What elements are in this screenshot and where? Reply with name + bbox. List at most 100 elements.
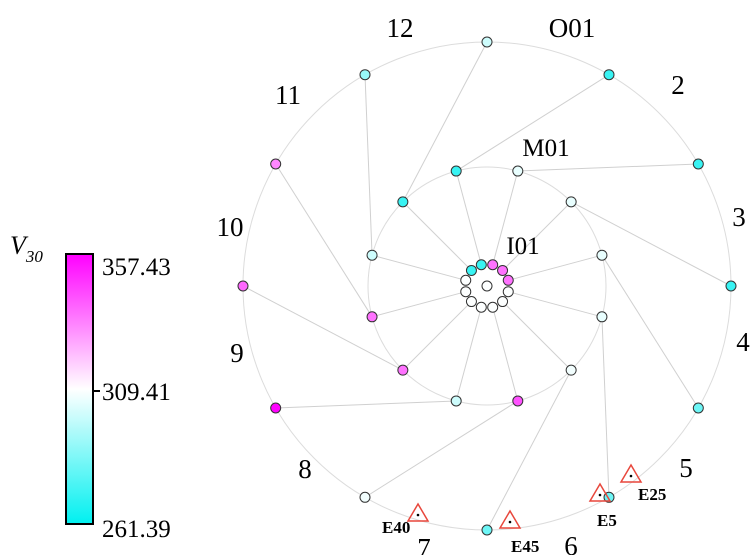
outer-node [692, 158, 704, 170]
colorbar-min-label: 261.39 [102, 516, 171, 543]
colorbar-label: V30 [10, 231, 43, 266]
inner-node [475, 301, 487, 313]
spoke-line [517, 163, 699, 172]
outer-node [481, 36, 493, 48]
spoke-line [402, 41, 488, 203]
event-marker: E40 [382, 502, 430, 537]
spoke-line [275, 163, 373, 318]
outer-node [270, 158, 282, 170]
colorbar-mid-label: 309.41 [102, 379, 171, 406]
spoke-line [275, 400, 457, 409]
middle-node [596, 249, 608, 261]
warning-triangle-icon [619, 463, 643, 483]
outer-spoke-label: 9 [230, 338, 244, 368]
spoke-line [601, 254, 699, 409]
outer-node [237, 280, 249, 292]
inner-node [497, 296, 509, 308]
middle-node [512, 395, 524, 407]
middle-node [565, 364, 577, 376]
middle-node [512, 165, 524, 177]
outer-spoke-label: 3 [732, 202, 746, 232]
event-marker-label: E45 [511, 537, 539, 555]
outer-node [270, 402, 282, 414]
event-marker-label: E40 [382, 518, 410, 537]
spoke-line [502, 201, 572, 271]
spoke-line [455, 307, 482, 402]
outer-spoke-label: 6 [564, 531, 578, 555]
outer-node [481, 524, 493, 536]
colorbar: V30 357.43 309.41 261.39 [10, 231, 171, 543]
colorbar-max-label: 357.43 [102, 254, 171, 281]
inner-node [502, 274, 514, 286]
inner-node [460, 286, 472, 298]
middle-node [565, 196, 577, 208]
outer-spoke-label: 5 [679, 453, 693, 483]
middle-node [450, 165, 462, 177]
middle-node [596, 311, 608, 323]
event-marker-label: E25 [638, 485, 666, 504]
spoke-line [364, 74, 373, 256]
marker-dot [416, 513, 420, 517]
spoke-line [570, 201, 732, 287]
spoke-line [486, 369, 572, 531]
marker-dot [629, 474, 633, 478]
outer-spoke-label: 12 [387, 13, 414, 43]
warning-triangle-icon [588, 482, 612, 502]
inner-spoke-label: I01 [506, 233, 539, 260]
inner-node [465, 296, 477, 308]
event-marker: E25 [619, 463, 666, 504]
spoke-lines [242, 41, 732, 531]
outer-node [359, 69, 371, 81]
outer-spoke-label: 10 [217, 212, 244, 242]
middle-node [450, 395, 462, 407]
event-markers: E25 E5 E45 E40 [382, 463, 666, 555]
outer-spoke-label: 2 [671, 70, 685, 100]
outer-spoke-label: 4 [736, 327, 750, 357]
inner-node [475, 259, 487, 271]
inner-node [487, 259, 499, 271]
outer-spoke-label: O01 [549, 13, 596, 43]
middle-node [366, 311, 378, 323]
middle-ring [367, 166, 607, 406]
spoke-line [402, 301, 472, 371]
spoke-line [502, 301, 572, 371]
warning-triangle-icon [406, 502, 430, 522]
spoke-line [492, 307, 519, 402]
marker-dot [598, 493, 602, 497]
marker-dot [508, 520, 512, 524]
event-marker: E45 [498, 509, 539, 555]
outer-node [359, 491, 371, 503]
spoke-line [242, 285, 404, 371]
middle-spoke-label: M01 [522, 135, 569, 162]
outer-spoke-label: 8 [298, 454, 312, 484]
spoke-line [455, 170, 482, 265]
outer-node [725, 280, 737, 292]
spoke-line [601, 316, 610, 498]
spoke-line [508, 254, 603, 281]
spoke-line [364, 400, 519, 498]
spoke-line [492, 170, 519, 265]
inner-node [502, 286, 514, 298]
middle-node [397, 364, 409, 376]
spoke-line [402, 201, 472, 271]
inner-node [465, 264, 477, 276]
inner-node [460, 274, 472, 286]
center-node [481, 280, 493, 292]
warning-triangle-icon [498, 509, 522, 529]
colorbar-gradient [65, 253, 94, 525]
spoke-line [371, 291, 466, 318]
middle-node [366, 249, 378, 261]
event-marker-label: E5 [597, 511, 617, 530]
middle-node [397, 196, 409, 208]
event-marker: E5 [588, 482, 617, 530]
spoke-line [371, 254, 466, 281]
spoke-line [455, 74, 610, 172]
spoke-labels: O01 2 3 4 5 6 7 8 9 10 11 12 M01 I01 [217, 13, 751, 555]
inner-node [497, 264, 509, 276]
outer-node [603, 69, 615, 81]
inner-node [487, 301, 499, 313]
outer-node [692, 402, 704, 414]
outer-spoke-label: 11 [275, 80, 301, 110]
